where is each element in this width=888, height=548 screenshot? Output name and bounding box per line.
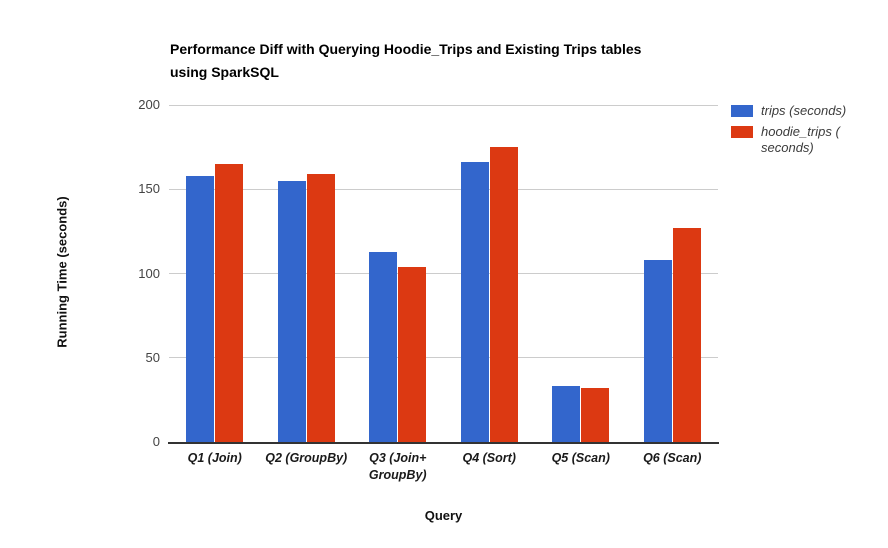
bar-hoodie_trips-q2 [306,174,335,442]
x-tick-label-q1: Q1 (Join) [187,451,242,465]
legend-swatch-icon [731,105,753,117]
bar-hoodie_trips-q4 [489,147,518,442]
chart-title-line-1: Performance Diff with Querying Hoodie_Tr… [170,41,642,57]
bar-hoodie_trips-q6 [672,228,701,442]
legend-label: hoodie_trips ( seconds) [761,124,840,155]
legend-label: trips (seconds) [761,103,847,118]
x-tick-label-q3: Q3 (Join+ GroupBy) [368,451,427,482]
y-tick-label-150: 150 [138,181,160,197]
bar-trips-q5 [552,386,581,442]
y-tick-label-50: 50 [145,349,160,365]
gridline-150 [169,188,718,190]
x-axis-title: Query [424,508,463,523]
y-tick-label-0: 0 [152,434,160,449]
x-tick-label-q4: Q4 (Sort) [462,451,516,465]
bar-trips-q4 [460,162,489,442]
legend: trips (seconds) hoodie_trips ( seconds) [731,103,869,156]
x-tick-label-q5: Q5 (Scan) [551,451,610,465]
bar-trips-q3 [369,251,398,442]
plot-area [168,104,719,444]
x-axis-line [168,442,719,444]
legend-item-trips: trips (seconds) [731,103,869,119]
y-axis-title: Running Time (seconds) [54,196,70,348]
bar-trips-q1 [186,175,215,442]
bar-trips-q6 [643,260,672,442]
y-tick-label-100: 100 [138,265,160,281]
y-tick-label-200: 200 [138,97,160,112]
x-tick-label-q2: Q2 (GroupBy) [265,451,348,465]
legend-item-hoodie_trips: hoodie_trips ( seconds) [731,124,869,156]
x-tick-label-q6: Q6 (Scan) [643,451,702,465]
chart-title-line-2: using SparkSQL [170,64,279,80]
bar-hoodie_trips-q1 [215,163,244,442]
bar-hoodie_trips-q3 [398,266,427,442]
gridline-50 [169,357,718,359]
gridline-200 [169,104,718,106]
gridline-100 [169,273,718,274]
bar-trips-q2 [277,180,306,442]
chart-title: Performance Diff with Querying Hoodie_Tr… [170,38,740,84]
bar-hoodie_trips-q5 [581,388,610,442]
legend-swatch-icon [731,126,753,138]
